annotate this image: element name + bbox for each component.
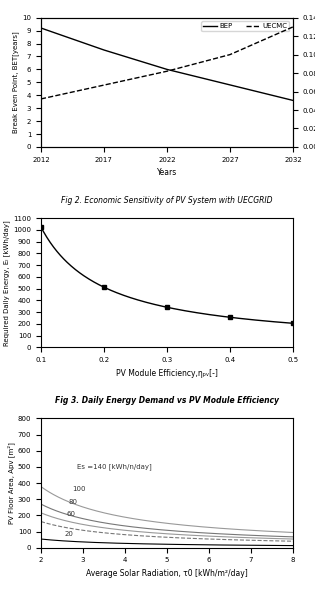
X-axis label: Average Solar Radiation, τ0 [kWh/m²/day]: Average Solar Radiation, τ0 [kWh/m²/day] [86,569,248,578]
Y-axis label: Required Daily Energy, Eₗ [kWh/day]: Required Daily Energy, Eₗ [kWh/day] [4,220,10,346]
Text: 20: 20 [64,531,73,537]
Y-axis label: PV Floor Area, Apv [m²]: PV Floor Area, Apv [m²] [7,442,15,524]
Text: Fig 3. Daily Energy Demand vs PV Module Efficiency: Fig 3. Daily Energy Demand vs PV Module … [55,396,279,405]
Text: 100: 100 [72,486,86,492]
Text: Es =140 [kWh/n/day]: Es =140 [kWh/n/day] [77,464,152,471]
Y-axis label: Break Even Point, BET[years]: Break Even Point, BET[years] [13,31,20,133]
Text: 80: 80 [68,499,77,505]
Legend: BEP, UECMC: BEP, UECMC [201,21,289,31]
Text: Fig 2. Economic Sensitivity of PV System with UECGRID: Fig 2. Economic Sensitivity of PV System… [61,196,273,205]
X-axis label: PV Module Efficiency,ηₚᵥ[-]: PV Module Efficiency,ηₚᵥ[-] [116,369,218,378]
Text: 60: 60 [66,511,75,517]
X-axis label: Years: Years [157,168,177,177]
